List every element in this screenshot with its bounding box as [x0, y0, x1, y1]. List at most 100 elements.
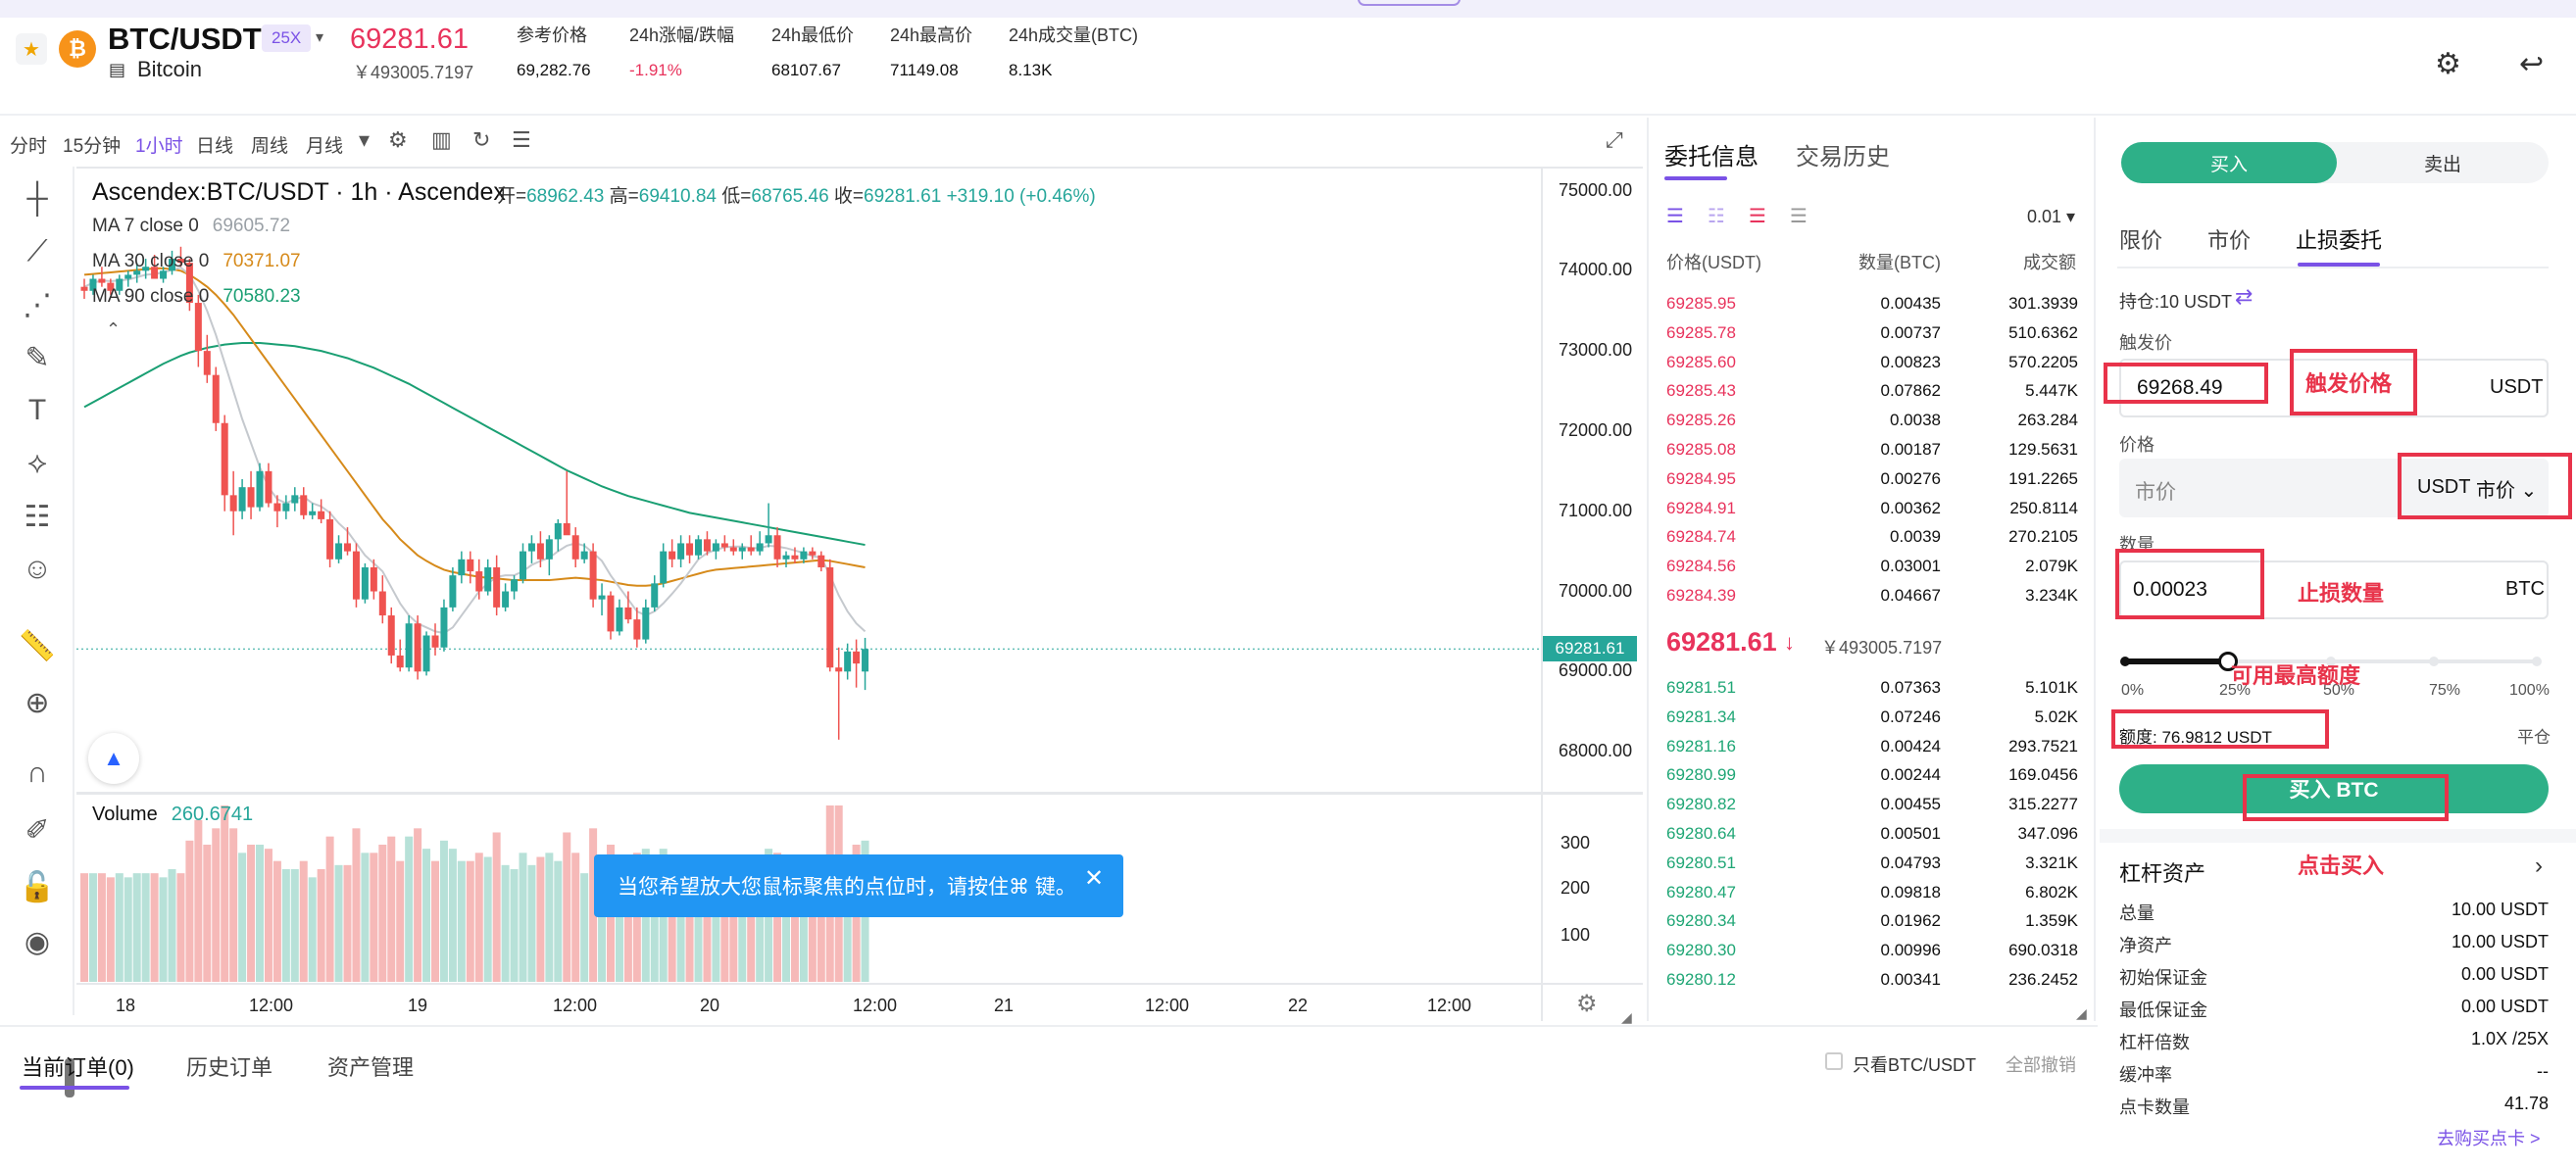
list-icon[interactable]: ☰ [512, 127, 531, 152]
candle-body[interactable] [273, 503, 281, 512]
candle-body[interactable] [791, 555, 799, 560]
candle-body[interactable] [89, 278, 97, 291]
price-mode-select[interactable]: 市价 ⌄ [2476, 480, 2538, 502]
buy-card-link[interactable]: 去购买点卡 > [2437, 1129, 2541, 1148]
candle-body[interactable] [677, 543, 685, 560]
settings-icon[interactable]: ⚙ [388, 127, 408, 152]
chevron-up-icon[interactable]: ⌃ [106, 319, 122, 339]
view-list-icon[interactable]: ☰ [1790, 206, 1808, 227]
candle-body[interactable] [361, 566, 369, 600]
amount-slider-handle[interactable] [2218, 652, 2238, 671]
ask-row[interactable]: 69284.91 0.00362 250.8114 [1666, 499, 2078, 528]
sell-side-button[interactable]: 卖出 [2423, 154, 2461, 175]
candle-body[interactable] [493, 566, 501, 608]
candle-body[interactable] [80, 286, 88, 291]
ask-row[interactable]: 69284.39 0.04667 3.234K [1666, 586, 2078, 615]
candle-body[interactable] [344, 543, 351, 552]
measure-icon[interactable]: ☷ [24, 501, 51, 533]
candle-body[interactable] [695, 539, 702, 556]
bid-row[interactable]: 69281.34 0.07246 5.02K [1666, 707, 2078, 737]
candle-body[interactable] [203, 351, 211, 375]
slider-dot[interactable] [2326, 657, 2336, 666]
candle-body[interactable] [738, 547, 746, 552]
chart-settings-icon[interactable]: ⚙ [1576, 991, 1598, 1017]
candle-body[interactable] [431, 635, 439, 648]
tf-month[interactable]: 月线 [306, 136, 344, 157]
emoji-icon[interactable]: ☺ [22, 553, 53, 585]
ask-row[interactable]: 69284.74 0.0039 270.2105 [1666, 527, 2078, 557]
close-position-link[interactable]: 平仓 [2517, 728, 2551, 747]
only-pair-checkbox[interactable] [1825, 1052, 1843, 1070]
lock-drawing-icon[interactable]: ✐ [25, 814, 50, 847]
candle-body[interactable] [256, 470, 264, 508]
candle-body[interactable] [124, 274, 132, 279]
buy-btc-button[interactable]: 买入 BTC [2119, 764, 2549, 813]
candle-body[interactable] [326, 518, 334, 560]
candle-body[interactable] [238, 487, 246, 512]
candle-body[interactable] [212, 374, 220, 423]
candle-body[interactable] [221, 422, 228, 496]
swap-icon[interactable]: ⇄ [2235, 284, 2254, 309]
candle-body[interactable] [291, 495, 299, 504]
top-strip-pill[interactable] [1358, 0, 1461, 6]
tab-current-orders[interactable]: 当前订单(0) [22, 1055, 134, 1080]
tab-limit[interactable]: 限价 [2119, 228, 2163, 253]
fib-icon[interactable]: ⋰ [23, 289, 52, 321]
price-chart[interactable] [76, 167, 1643, 1021]
ask-row[interactable]: 69285.08 0.00187 129.5631 [1666, 440, 2078, 469]
text-icon[interactable]: T [27, 394, 47, 426]
candle-body[interactable] [686, 543, 694, 556]
cancel-all-button[interactable]: 全部撤销 [2006, 1055, 2076, 1075]
candle-body[interactable] [862, 649, 869, 672]
candle-body[interactable] [809, 551, 817, 556]
candle-body[interactable] [229, 495, 237, 512]
bid-row[interactable]: 69280.30 0.00996 690.0318 [1666, 941, 2078, 970]
bid-row[interactable]: 69280.51 0.04793 3.321K [1666, 853, 2078, 883]
price-placeholder[interactable]: 市价 [2135, 481, 2176, 504]
candle-body[interactable] [160, 270, 168, 279]
only-pair-label[interactable]: 只看BTC/USDT [1853, 1055, 1976, 1075]
candle-body[interactable] [422, 635, 430, 672]
candle-body[interactable] [282, 503, 290, 512]
candle-body[interactable] [414, 623, 421, 672]
volume-divider[interactable] [76, 792, 1643, 795]
candle-body[interactable] [176, 259, 184, 264]
caret-down-icon[interactable]: ▾ [359, 127, 371, 152]
ask-row[interactable]: 69285.26 0.0038 263.284 [1666, 411, 2078, 440]
pair-name[interactable]: BTC/USDT [108, 22, 262, 56]
lock-icon[interactable]: 🔓 [19, 871, 56, 903]
ask-row[interactable]: 69285.95 0.00435 301.3939 [1666, 294, 2078, 323]
ma30-legend[interactable]: MA 30 close 0 70371.07 [92, 251, 301, 272]
candle-body[interactable] [194, 303, 202, 352]
candle-body[interactable] [703, 539, 711, 552]
candle-body[interactable] [318, 511, 325, 519]
zoom-in-icon[interactable]: ⊕ [25, 687, 50, 719]
candle-body[interactable] [571, 535, 579, 560]
qty-value[interactable]: 0.00023 [2133, 578, 2207, 601]
leverage-assets-title[interactable]: 杠杆资产 [2119, 861, 2206, 886]
eye-icon[interactable]: ◉ [24, 926, 51, 958]
candle-body[interactable] [642, 607, 650, 640]
ask-row[interactable]: 69285.78 0.00737 510.6362 [1666, 323, 2078, 353]
indicator-icon[interactable]: ▥ [431, 127, 452, 152]
candle-body[interactable] [116, 278, 124, 291]
trigger-price-field[interactable] [2119, 359, 2549, 417]
candle-body[interactable] [853, 651, 861, 664]
candle-body[interactable] [563, 522, 570, 536]
candle-body[interactable] [624, 607, 632, 620]
pattern-icon[interactable]: ⟡ [27, 447, 47, 479]
candle-body[interactable] [467, 559, 474, 572]
star-icon[interactable]: ★ [16, 33, 47, 65]
candle-body[interactable] [527, 543, 535, 552]
tab-market[interactable]: 市价 [2207, 228, 2252, 253]
ask-row[interactable]: 69285.60 0.00823 570.2205 [1666, 353, 2078, 382]
candle-body[interactable] [107, 282, 115, 291]
bid-row[interactable]: 69281.16 0.00424 293.7521 [1666, 737, 2078, 766]
candle-body[interactable] [300, 495, 308, 515]
document-icon[interactable]: ▤ [109, 60, 126, 79]
view-both-icon[interactable]: ☰ [1666, 206, 1684, 227]
bid-row[interactable]: 69281.51 0.07363 5.101K [1666, 678, 2078, 707]
bid-row[interactable]: 69280.99 0.00244 169.0456 [1666, 765, 2078, 795]
candle-body[interactable] [669, 551, 676, 560]
qty-field[interactable] [2119, 561, 2549, 619]
